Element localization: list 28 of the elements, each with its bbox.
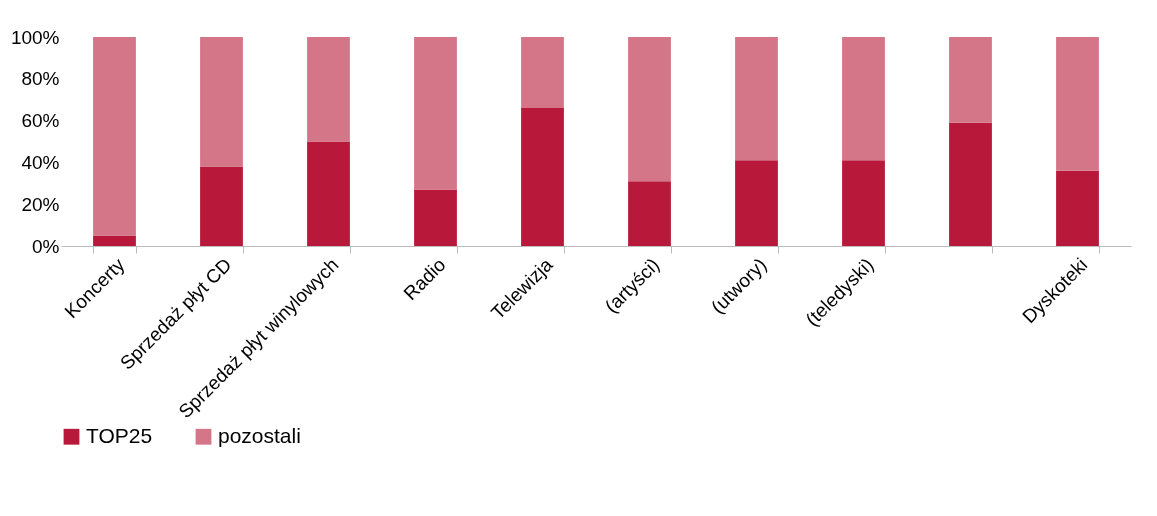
y-tick-label: 80% [21,68,60,90]
bar [949,37,992,123]
y-tick-label: 100% [10,26,60,48]
bar [842,160,885,246]
y-tick-label: 20% [21,193,60,215]
bar [735,37,778,161]
bar [414,37,457,190]
bar [521,108,564,246]
bar [842,37,885,161]
bar [200,37,243,167]
bar [200,166,243,246]
legend-label: TOP25 [86,423,153,447]
bar [628,37,671,182]
bar [1056,37,1099,171]
bar [307,141,350,246]
bar [735,160,778,246]
bar [307,37,350,142]
legend-label: pozostali [218,423,301,447]
bar [521,37,564,109]
bar [414,189,457,246]
y-tick-label: 60% [21,110,60,132]
bar [949,122,992,246]
y-tick-label: 0% [32,235,60,257]
y-tick-label: 40% [21,151,60,173]
bar [628,181,671,246]
bar [93,37,136,236]
bar [1056,170,1099,246]
bar [93,235,136,246]
